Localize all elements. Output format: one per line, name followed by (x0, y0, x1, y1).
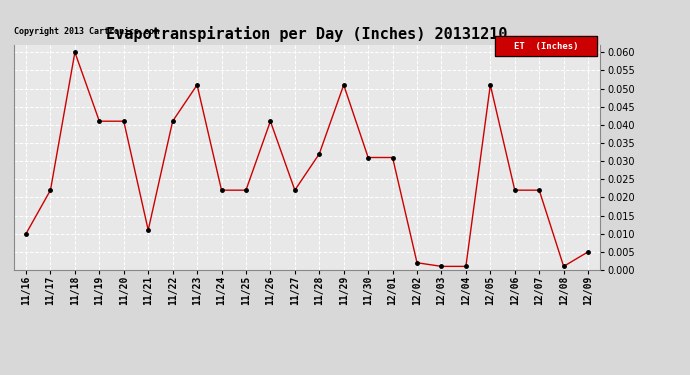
Text: ET  (Inches): ET (Inches) (514, 42, 578, 51)
Title: Evapotranspiration per Day (Inches) 20131210: Evapotranspiration per Day (Inches) 2013… (106, 27, 508, 42)
Text: Copyright 2013 Cartronics.com: Copyright 2013 Cartronics.com (14, 27, 159, 36)
Bar (495, 36, 598, 56)
Bar (495, 36, 598, 56)
